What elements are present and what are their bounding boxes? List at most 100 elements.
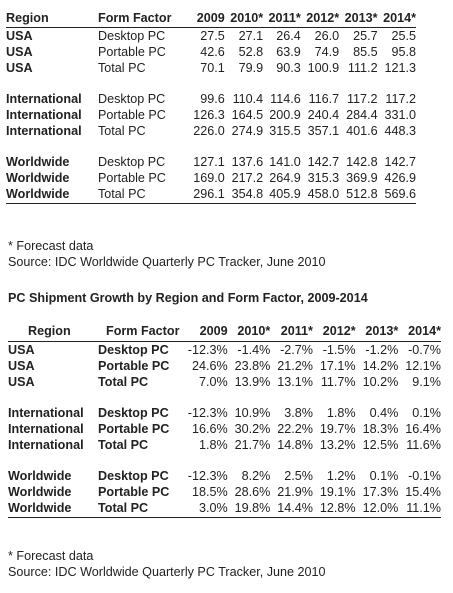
value-cell: 16.6%	[191, 422, 228, 436]
value-cell: 240.4	[307, 108, 340, 122]
header-row: Region Form Factor 2009 2010* 2011* 2012…	[8, 322, 441, 342]
group-spacer	[6, 139, 416, 154]
value-cell: 95.8	[391, 45, 416, 59]
table-row: Worldwide Portable PC 169.0 217.2 264.9 315.3…	[6, 170, 416, 186]
value-cell: 16.4%	[405, 422, 441, 436]
value-cell: 3.0%	[180, 500, 228, 518]
value-cell: 512.8	[339, 186, 378, 204]
value-cell: 164.5	[231, 108, 264, 122]
form-factor-cell: Total PC	[98, 500, 180, 518]
table-row: USA Desktop PC 27.5 27.1 26.4 26.0 25.7 25.5	[6, 28, 416, 45]
value-cell: 142.7	[307, 155, 340, 169]
source-note: Source: IDC Worldwide Quarterly PC Track…	[8, 255, 326, 269]
value-cell: 331.0	[384, 108, 416, 122]
region-cell: International	[6, 124, 82, 138]
value-cell: 284.4	[346, 108, 378, 122]
value-cell: 0.4%	[369, 406, 399, 420]
region-cell: Worldwide	[8, 469, 72, 483]
value-cell: -12.3%	[187, 469, 228, 483]
form-factor-cell: Total PC	[98, 186, 188, 204]
form-factor-cell: Desktop PC	[98, 406, 169, 420]
shipment-table-body: USA Desktop PC 27.5 27.1 26.4 26.0 25.7 25.5 USA…	[6, 28, 416, 204]
value-cell: -1.4%	[237, 343, 271, 357]
region-cell: Worldwide	[8, 485, 72, 499]
header-year: 2014*	[398, 322, 441, 342]
header-year: 2010*	[224, 10, 264, 28]
value-cell: 1.8%	[326, 406, 356, 420]
table-row: USA Desktop PC -12.3% -1.4% -2.7% -1.5% -1.2% -…	[8, 342, 441, 359]
value-cell: 74.9	[314, 45, 340, 59]
value-cell: -1.5%	[322, 343, 356, 357]
table-row: International Portable PC 126.3 164.5 200.9 2…	[6, 107, 416, 123]
value-cell: 264.9	[269, 171, 301, 185]
header-year: 2014*	[377, 10, 416, 28]
value-cell: 23.8%	[234, 359, 271, 373]
form-factor-cell: Portable PC	[98, 108, 166, 122]
value-cell: 19.1%	[319, 485, 356, 499]
form-factor-cell: Portable PC	[98, 171, 166, 185]
value-cell: 8.2%	[241, 469, 271, 483]
form-factor-cell: Total PC	[98, 438, 149, 452]
header-year: 2010*	[227, 322, 271, 342]
value-cell: 126.3	[193, 108, 225, 122]
table-row: USA Portable PC 42.6 52.8 63.9 74.9 85.5 95.8	[6, 44, 416, 60]
shipment-table: Region Form Factor 2009 2010* 2011* 2012…	[6, 10, 416, 204]
value-cell: 296.1	[188, 186, 225, 204]
value-cell: 12.0%	[355, 500, 399, 518]
form-factor-cell: Portable PC	[98, 422, 170, 436]
value-cell: 142.7	[384, 155, 416, 169]
value-cell: 111.2	[347, 61, 378, 75]
header-form-factor: Form Factor	[98, 10, 188, 28]
value-cell: 13.1%	[277, 375, 313, 389]
table-row: Worldwide Desktop PC 127.1 137.6 141.0 142.7 1…	[6, 154, 416, 170]
value-cell: 117.2	[385, 92, 416, 106]
value-cell: 27.1	[238, 29, 264, 43]
region-cell: International	[8, 438, 84, 452]
value-cell: -12.3%	[187, 343, 228, 357]
value-cell: 18.5%	[191, 485, 228, 499]
table-row: International Desktop PC 99.6 110.4 114.6 116…	[6, 91, 416, 107]
value-cell: 137.6	[231, 155, 264, 169]
value-cell: 30.2%	[234, 422, 271, 436]
header-year: 2012*	[312, 322, 356, 342]
value-cell: 42.6	[200, 45, 225, 59]
region-cell: USA	[8, 343, 35, 357]
value-cell: -1.2%	[365, 343, 399, 357]
value-cell: 110.4	[232, 92, 264, 106]
value-cell: 52.8	[238, 45, 264, 59]
value-cell: 121.3	[384, 61, 416, 75]
region-cell: USA	[8, 375, 35, 389]
growth-table-body: USA Desktop PC -12.3% -1.4% -2.7% -1.5% -1.2% -…	[8, 342, 441, 518]
value-cell: 85.5	[353, 45, 378, 59]
value-cell: 315.3	[307, 171, 340, 185]
region-cell: USA	[8, 359, 35, 373]
form-factor-cell: Desktop PC	[98, 469, 169, 483]
table-row: Worldwide Portable PC 18.5% 28.6% 21.9% 19.1%…	[8, 484, 441, 500]
value-cell: 79.9	[238, 61, 264, 75]
value-cell: 26.0	[314, 29, 340, 43]
value-cell: 117.2	[346, 92, 378, 106]
forecast-note: * Forecast data	[8, 239, 94, 253]
value-cell: 11.6%	[406, 438, 441, 452]
value-cell: 22.2%	[277, 422, 313, 436]
header-year: 2009	[180, 322, 228, 342]
region-cell: International	[6, 92, 82, 106]
value-cell: -12.3%	[187, 406, 228, 420]
value-cell: 127.1	[193, 155, 225, 169]
value-cell: 11.1%	[398, 500, 441, 518]
value-cell: 11.7%	[320, 375, 356, 389]
region-cell: USA	[6, 29, 33, 43]
value-cell: 114.6	[270, 92, 301, 106]
value-cell: 569.6	[377, 186, 416, 204]
value-cell: 0.1%	[369, 469, 399, 483]
value-cell: 142.8	[346, 155, 378, 169]
value-cell: 15.4%	[405, 485, 441, 499]
table-row: International Total PC 226.0 274.9 315.5 357.…	[6, 123, 416, 139]
value-cell: 21.2%	[277, 359, 313, 373]
value-cell: 25.5	[391, 29, 416, 43]
header-form-factor: Form Factor	[98, 322, 180, 342]
value-cell: 169.0	[193, 171, 225, 185]
value-cell: 28.6%	[234, 485, 271, 499]
table-row: International Portable PC 16.6% 30.2% 22.2% 1…	[8, 421, 441, 437]
value-cell: 354.8	[224, 186, 264, 204]
